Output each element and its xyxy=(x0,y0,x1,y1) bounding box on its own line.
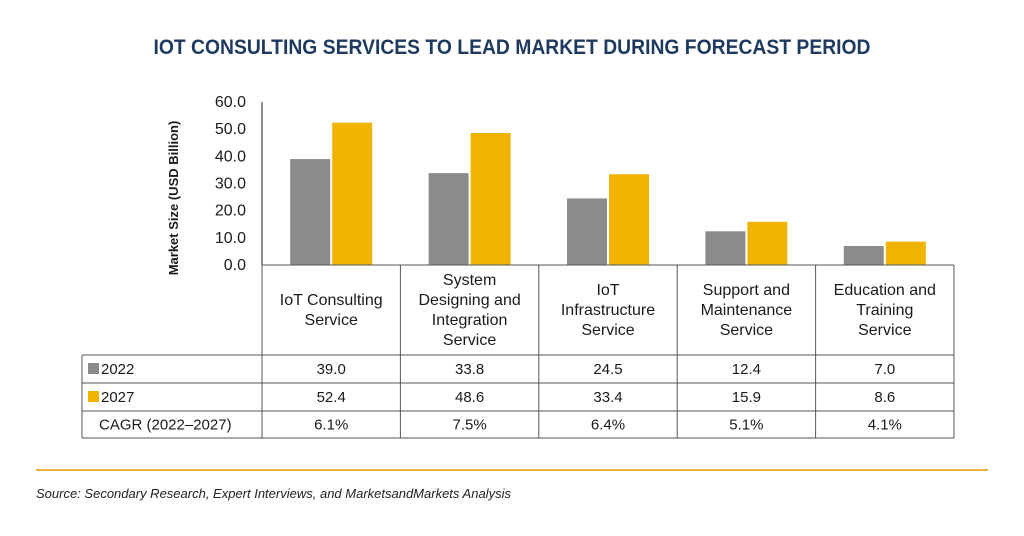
x-category-label: Infrastructure xyxy=(561,302,655,319)
y-axis-title: Market Size (USD Billion) xyxy=(166,121,181,276)
x-category-label: Service xyxy=(581,322,634,339)
bar-2027 xyxy=(747,221,788,265)
bar-2027 xyxy=(885,241,926,265)
bar-2022 xyxy=(428,173,469,265)
legend-swatch-2027 xyxy=(88,391,99,402)
x-category-label: Designing and xyxy=(418,292,520,309)
y-tick-label: 50.0 xyxy=(215,121,246,138)
cagr-value: 4.1% xyxy=(868,417,902,434)
x-category-label: Training xyxy=(856,302,913,319)
source-note: Source: Secondary Research, Expert Inter… xyxy=(36,486,511,501)
x-category-label: System xyxy=(443,272,496,289)
bar-2027 xyxy=(609,174,649,265)
data-label: 15.9 xyxy=(732,389,761,406)
x-category-label: IoT xyxy=(596,282,619,299)
bar-2022 xyxy=(843,245,884,265)
y-tick-label: 40.0 xyxy=(215,148,246,165)
data-label: 33.4 xyxy=(593,389,622,406)
cagr-value: 5.1% xyxy=(729,417,763,434)
data-label: 39.0 xyxy=(317,361,346,378)
y-tick-label: 60.0 xyxy=(215,94,246,111)
legend-label: 2022 xyxy=(101,361,134,378)
cagr-value: 6.4% xyxy=(591,417,625,434)
x-category-label: Service xyxy=(305,312,358,329)
x-category-label: Service xyxy=(443,332,496,349)
y-tick-label: 10.0 xyxy=(215,230,246,247)
bar-2022 xyxy=(567,198,607,265)
bar-2027 xyxy=(470,132,511,265)
divider-line xyxy=(36,469,988,471)
x-category-label: Service xyxy=(858,322,911,339)
chart-title: IOT CONSULTING SERVICES TO LEAD MARKET D… xyxy=(153,36,871,59)
data-label: 33.8 xyxy=(455,361,484,378)
y-tick-label: 0.0 xyxy=(224,257,246,274)
data-label: 52.4 xyxy=(317,389,346,406)
x-category-label: Integration xyxy=(432,312,508,329)
bar-chart-with-data-table: 60.0 50.0 40.0 30.0 20.0 10.0 0.0 Market Size (… xyxy=(81,94,955,439)
data-label: 48.6 xyxy=(455,389,484,406)
bar-2027 xyxy=(332,122,373,265)
cagr-value: 7.5% xyxy=(452,417,486,434)
x-category-label: Maintenance xyxy=(701,302,793,319)
x-category-label: IoT Consulting xyxy=(280,292,383,309)
data-label: 24.5 xyxy=(593,361,622,378)
cagr-row-label: CAGR (2022–2027) xyxy=(99,417,232,434)
legend-label: 2027 xyxy=(101,389,134,406)
y-tick-label: 20.0 xyxy=(215,203,246,220)
x-category-label: Education and xyxy=(834,282,936,299)
bar-2022 xyxy=(290,159,331,265)
x-category-label: Service xyxy=(720,322,773,339)
bar-2022 xyxy=(705,231,746,265)
data-label: 7.0 xyxy=(874,361,895,378)
cagr-value: 6.1% xyxy=(314,417,348,434)
y-tick-label: 30.0 xyxy=(215,176,246,193)
legend-swatch-2022 xyxy=(88,363,99,374)
x-category-label: Support and xyxy=(703,282,790,299)
data-label: 8.6 xyxy=(874,389,895,406)
data-label: 12.4 xyxy=(732,361,761,378)
